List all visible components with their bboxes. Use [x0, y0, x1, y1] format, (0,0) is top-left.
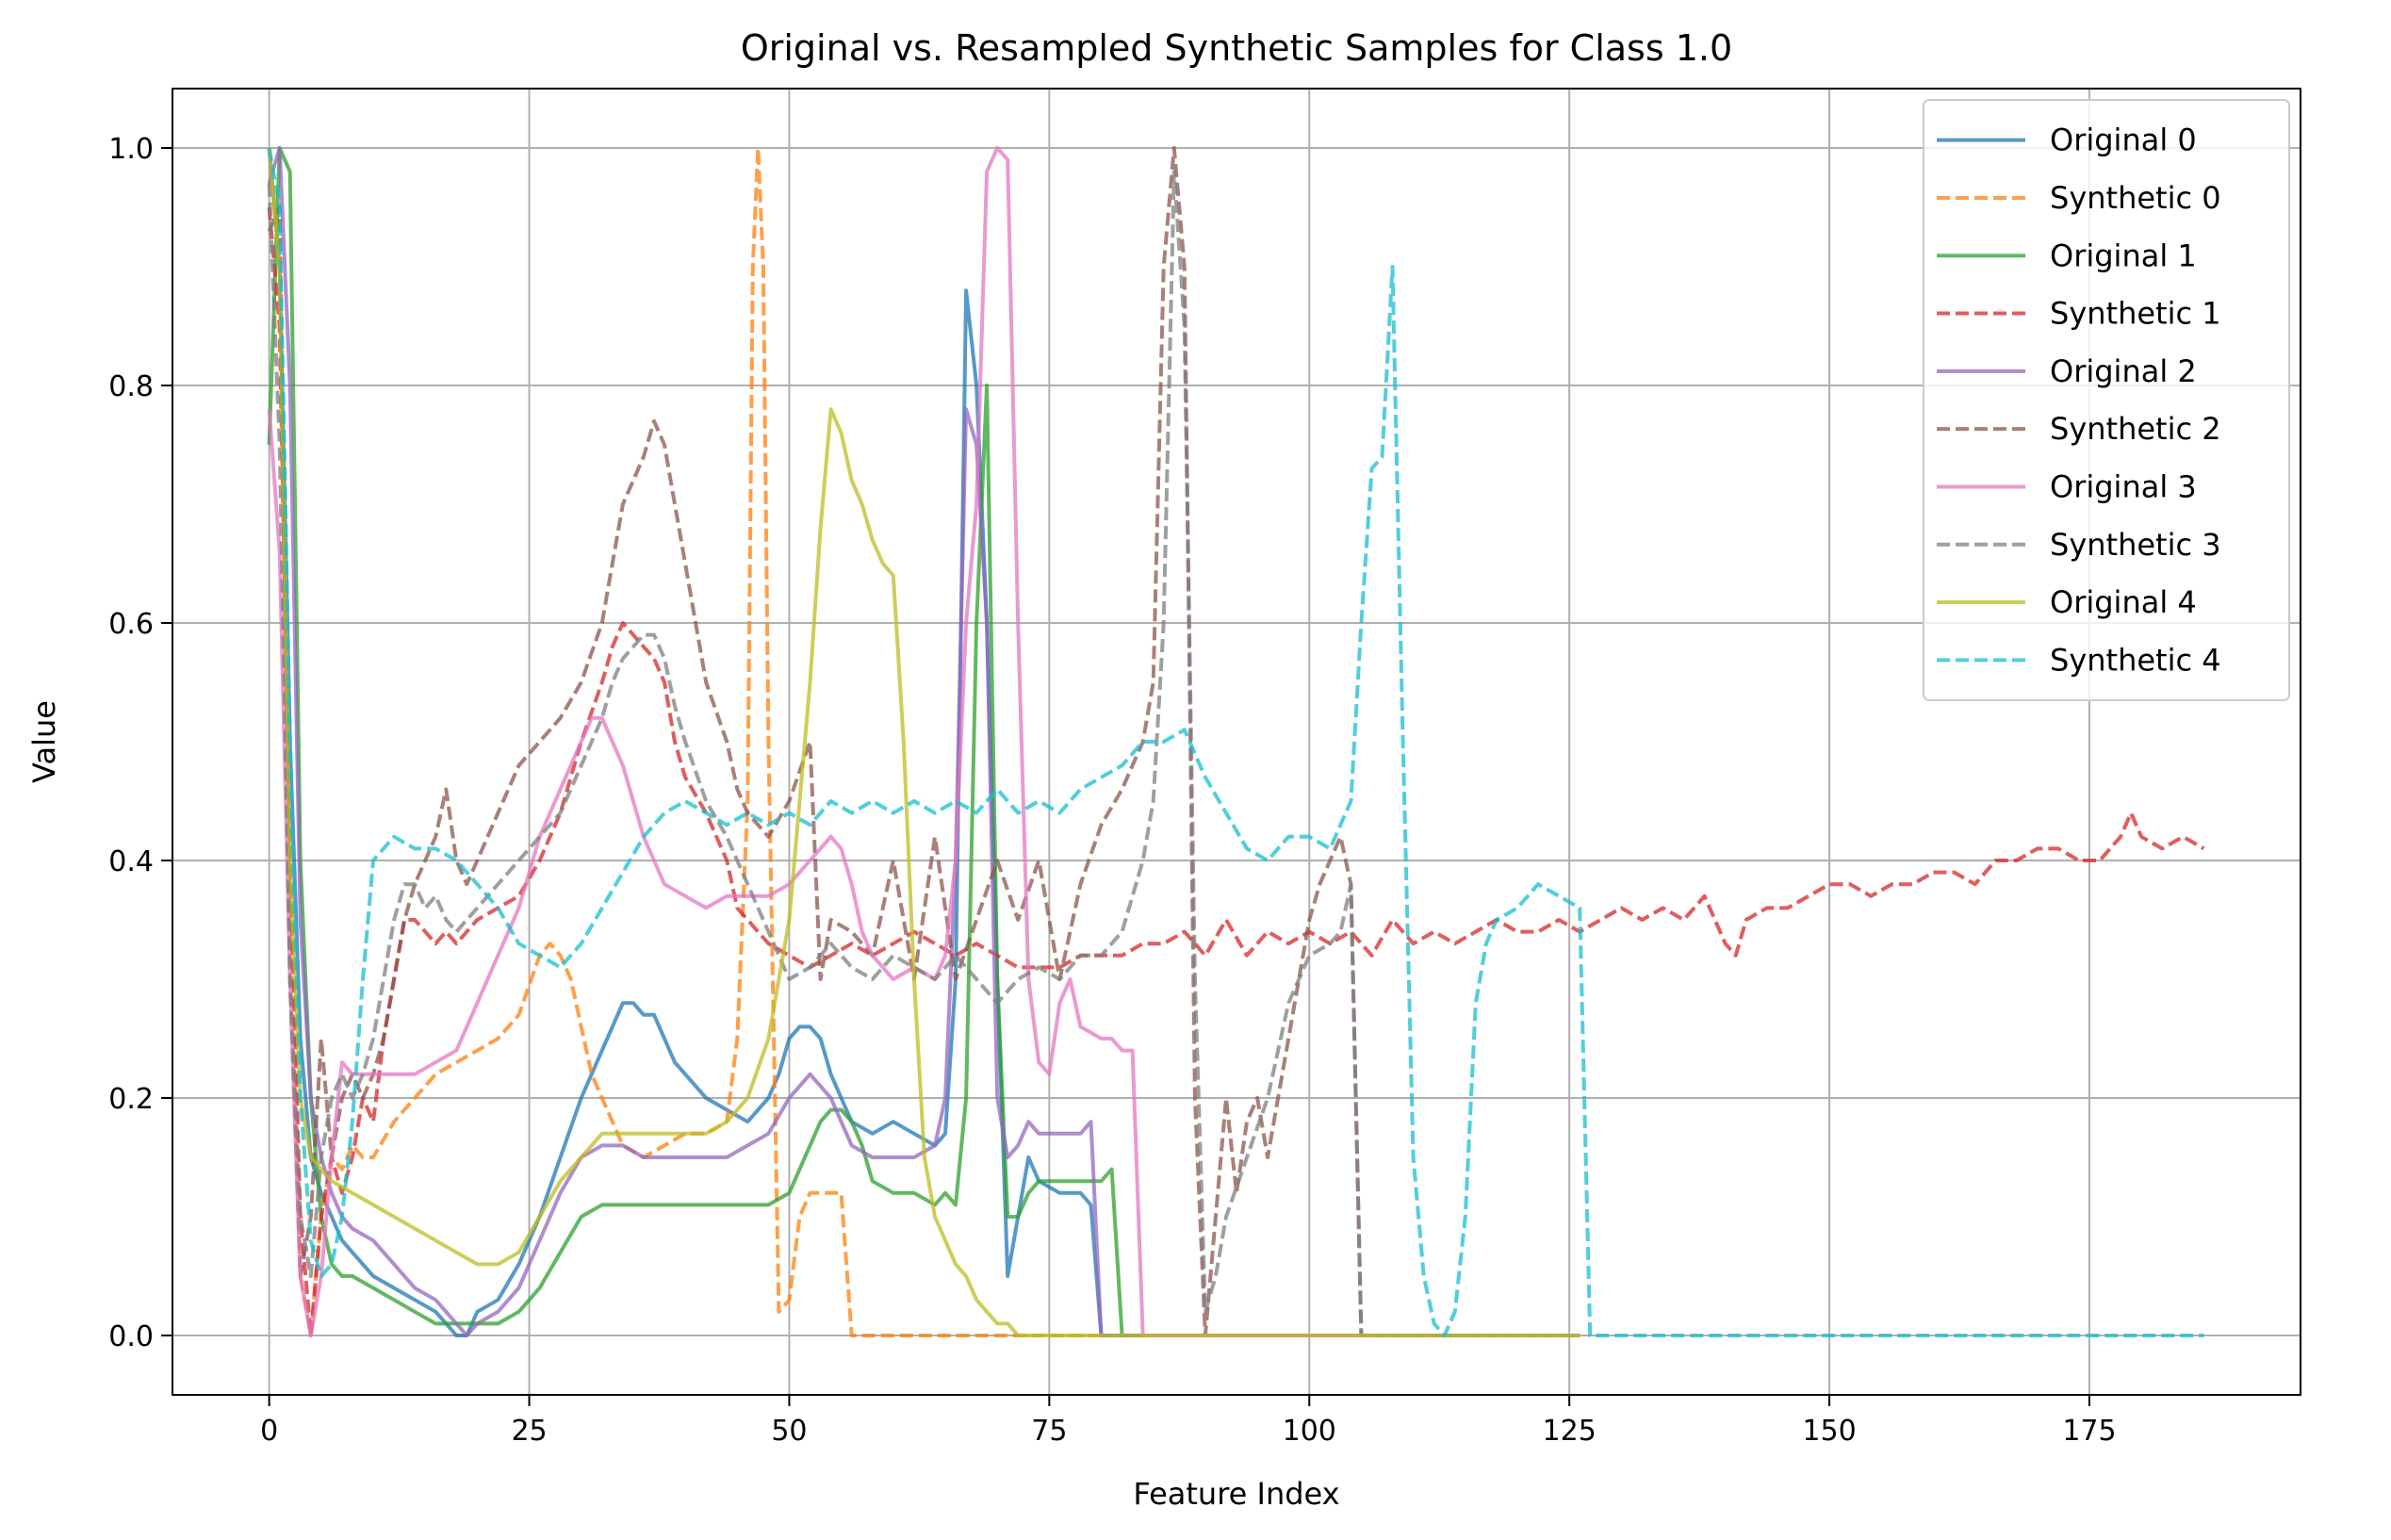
axes-frame — [172, 88, 2301, 1396]
x-tick-label: 25 — [511, 1415, 547, 1448]
legend-label: Original 3 — [2050, 468, 2197, 504]
series-line-original-2 — [267, 146, 1580, 1337]
legend: Original 0 Synthetic 0 Original 1 Synthetic… — [1923, 99, 2290, 701]
legend-box — [1923, 99, 2290, 701]
series-line-original-3 — [267, 146, 1580, 1337]
x-tick-label: 100 — [1283, 1415, 1336, 1448]
ticks: 0 25 50 75 100 125 150 175 0.0 0.2 0.4 0.6 0.8 1.0 — [108, 133, 2116, 1448]
series-line-original-0 — [267, 147, 1580, 1337]
legend-label: Synthetic 3 — [2050, 527, 2221, 563]
legend-label: Synthetic 0 — [2050, 180, 2221, 216]
y-tick-label: 0.8 — [108, 370, 154, 403]
y-tick-label: 0.2 — [108, 1083, 154, 1116]
x-tick-label: 125 — [1543, 1415, 1597, 1448]
series-line-original-1 — [267, 146, 1580, 1337]
legend-label: Original 4 — [2050, 584, 2197, 620]
series-line-synthetic-0 — [267, 146, 1580, 1337]
chart-title: Original vs. Resampled Synthetic Samples… — [741, 27, 1732, 69]
y-tick-label: 0.4 — [108, 845, 154, 878]
series-layer — [267, 146, 2205, 1337]
x-tick-label: 150 — [1802, 1415, 1856, 1448]
legend-label: Synthetic 1 — [2050, 296, 2221, 332]
series-line-synthetic-4 — [267, 147, 2204, 1337]
y-tick-label: 1.0 — [108, 133, 154, 166]
legend-label: Synthetic 2 — [2050, 411, 2221, 447]
x-tick-label: 75 — [1031, 1415, 1067, 1448]
legend-label: Original 0 — [2050, 123, 2197, 158]
y-tick-label: 0.6 — [108, 608, 154, 641]
legend-label: Original 2 — [2050, 353, 2197, 389]
x-tick-label: 50 — [771, 1415, 807, 1448]
legend-label: Synthetic 4 — [2050, 642, 2221, 678]
y-axis-label: Value — [26, 700, 62, 783]
series-line-synthetic-3 — [267, 170, 1580, 1337]
series-line-original-4 — [267, 147, 1580, 1337]
y-tick-label: 0.0 — [108, 1320, 154, 1353]
x-tick-label: 175 — [2062, 1415, 2116, 1448]
series-line-synthetic-2 — [267, 146, 1580, 1337]
x-tick-label: 0 — [260, 1415, 278, 1448]
x-axis-label: Feature Index — [1133, 1476, 1339, 1512]
legend-label: Original 1 — [2050, 238, 2197, 273]
